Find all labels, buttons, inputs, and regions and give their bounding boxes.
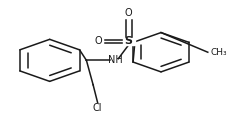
Text: O: O [124, 8, 132, 18]
Text: NH: NH [108, 55, 122, 65]
Text: O: O [94, 36, 102, 46]
Text: S: S [124, 36, 132, 46]
Text: Cl: Cl [93, 103, 102, 113]
Bar [122, 38, 134, 45]
Text: CH₃: CH₃ [209, 48, 226, 57]
